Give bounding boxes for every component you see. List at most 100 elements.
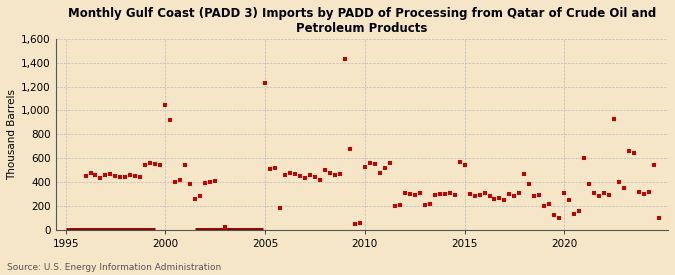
Point <box>260 81 271 85</box>
Point <box>509 194 520 199</box>
Point <box>105 172 116 176</box>
Point <box>409 192 420 197</box>
Point <box>335 172 346 176</box>
Point <box>150 162 161 166</box>
Point <box>135 174 146 179</box>
Point <box>519 172 530 176</box>
Point <box>589 191 599 195</box>
Point <box>180 163 190 167</box>
Point <box>599 191 610 195</box>
Point <box>155 163 166 167</box>
Point <box>554 216 565 220</box>
Point <box>394 202 405 207</box>
Point <box>644 189 655 194</box>
Point <box>175 177 186 182</box>
Point <box>195 194 206 199</box>
Point <box>404 192 415 196</box>
Point <box>429 193 440 197</box>
Point <box>354 221 365 225</box>
Point <box>325 170 335 175</box>
Point <box>85 170 96 175</box>
Point <box>265 167 275 171</box>
Point <box>185 182 196 187</box>
Point <box>574 208 585 213</box>
Y-axis label: Thousand Barrels: Thousand Barrels <box>7 89 17 180</box>
Point <box>609 117 620 121</box>
Point <box>95 176 106 181</box>
Point <box>414 191 425 196</box>
Point <box>379 166 390 170</box>
Point <box>350 222 360 226</box>
Point <box>340 57 350 61</box>
Point <box>279 173 290 177</box>
Point <box>110 174 121 178</box>
Point <box>140 163 151 167</box>
Point <box>369 162 380 166</box>
Point <box>594 194 605 199</box>
Point <box>614 180 624 184</box>
Point <box>544 201 555 206</box>
Point <box>454 160 465 164</box>
Point <box>584 182 595 187</box>
Point <box>444 191 455 195</box>
Point <box>304 173 315 177</box>
Point <box>130 174 141 178</box>
Point <box>125 173 136 177</box>
Point <box>200 181 211 185</box>
Title: Monthly Gulf Coast (PADD 3) Imports by PADD of Processing from Qatar of Crude Oi: Monthly Gulf Coast (PADD 3) Imports by P… <box>68 7 656 35</box>
Point <box>604 193 615 197</box>
Point <box>499 198 510 202</box>
Point <box>559 191 570 195</box>
Point <box>514 191 525 195</box>
Point <box>469 194 480 199</box>
Point <box>628 151 639 156</box>
Point <box>290 172 300 176</box>
Point <box>80 174 91 178</box>
Point <box>359 164 370 169</box>
Point <box>489 197 500 201</box>
Point <box>275 206 286 210</box>
Point <box>120 175 131 180</box>
Point <box>315 177 325 182</box>
Point <box>639 192 649 196</box>
Point <box>400 191 410 195</box>
Point <box>300 176 310 181</box>
Point <box>294 174 305 178</box>
Point <box>539 204 549 208</box>
Point <box>319 168 330 172</box>
Point <box>653 216 664 220</box>
Point <box>285 170 296 175</box>
Point <box>310 175 321 180</box>
Point <box>619 186 630 190</box>
Point <box>425 201 435 206</box>
Point <box>210 179 221 183</box>
Point <box>220 225 231 229</box>
Point <box>504 192 515 196</box>
Point <box>115 175 126 180</box>
Point <box>190 197 200 201</box>
Point <box>419 202 430 207</box>
Point <box>474 193 485 197</box>
Point <box>634 189 645 194</box>
Point <box>459 163 470 167</box>
Point <box>649 163 659 167</box>
Point <box>165 118 176 122</box>
Point <box>494 195 505 200</box>
Point <box>434 192 445 196</box>
Point <box>389 204 400 208</box>
Point <box>384 161 395 165</box>
Point <box>464 192 475 196</box>
Point <box>344 147 355 151</box>
Point <box>579 156 590 160</box>
Point <box>205 180 215 184</box>
Point <box>624 149 634 153</box>
Point <box>364 161 375 165</box>
Point <box>449 192 460 197</box>
Point <box>564 198 574 202</box>
Point <box>160 102 171 107</box>
Point <box>524 182 535 187</box>
Point <box>534 193 545 197</box>
Point <box>375 170 385 175</box>
Text: Source: U.S. Energy Information Administration: Source: U.S. Energy Information Administ… <box>7 263 221 272</box>
Point <box>569 212 580 216</box>
